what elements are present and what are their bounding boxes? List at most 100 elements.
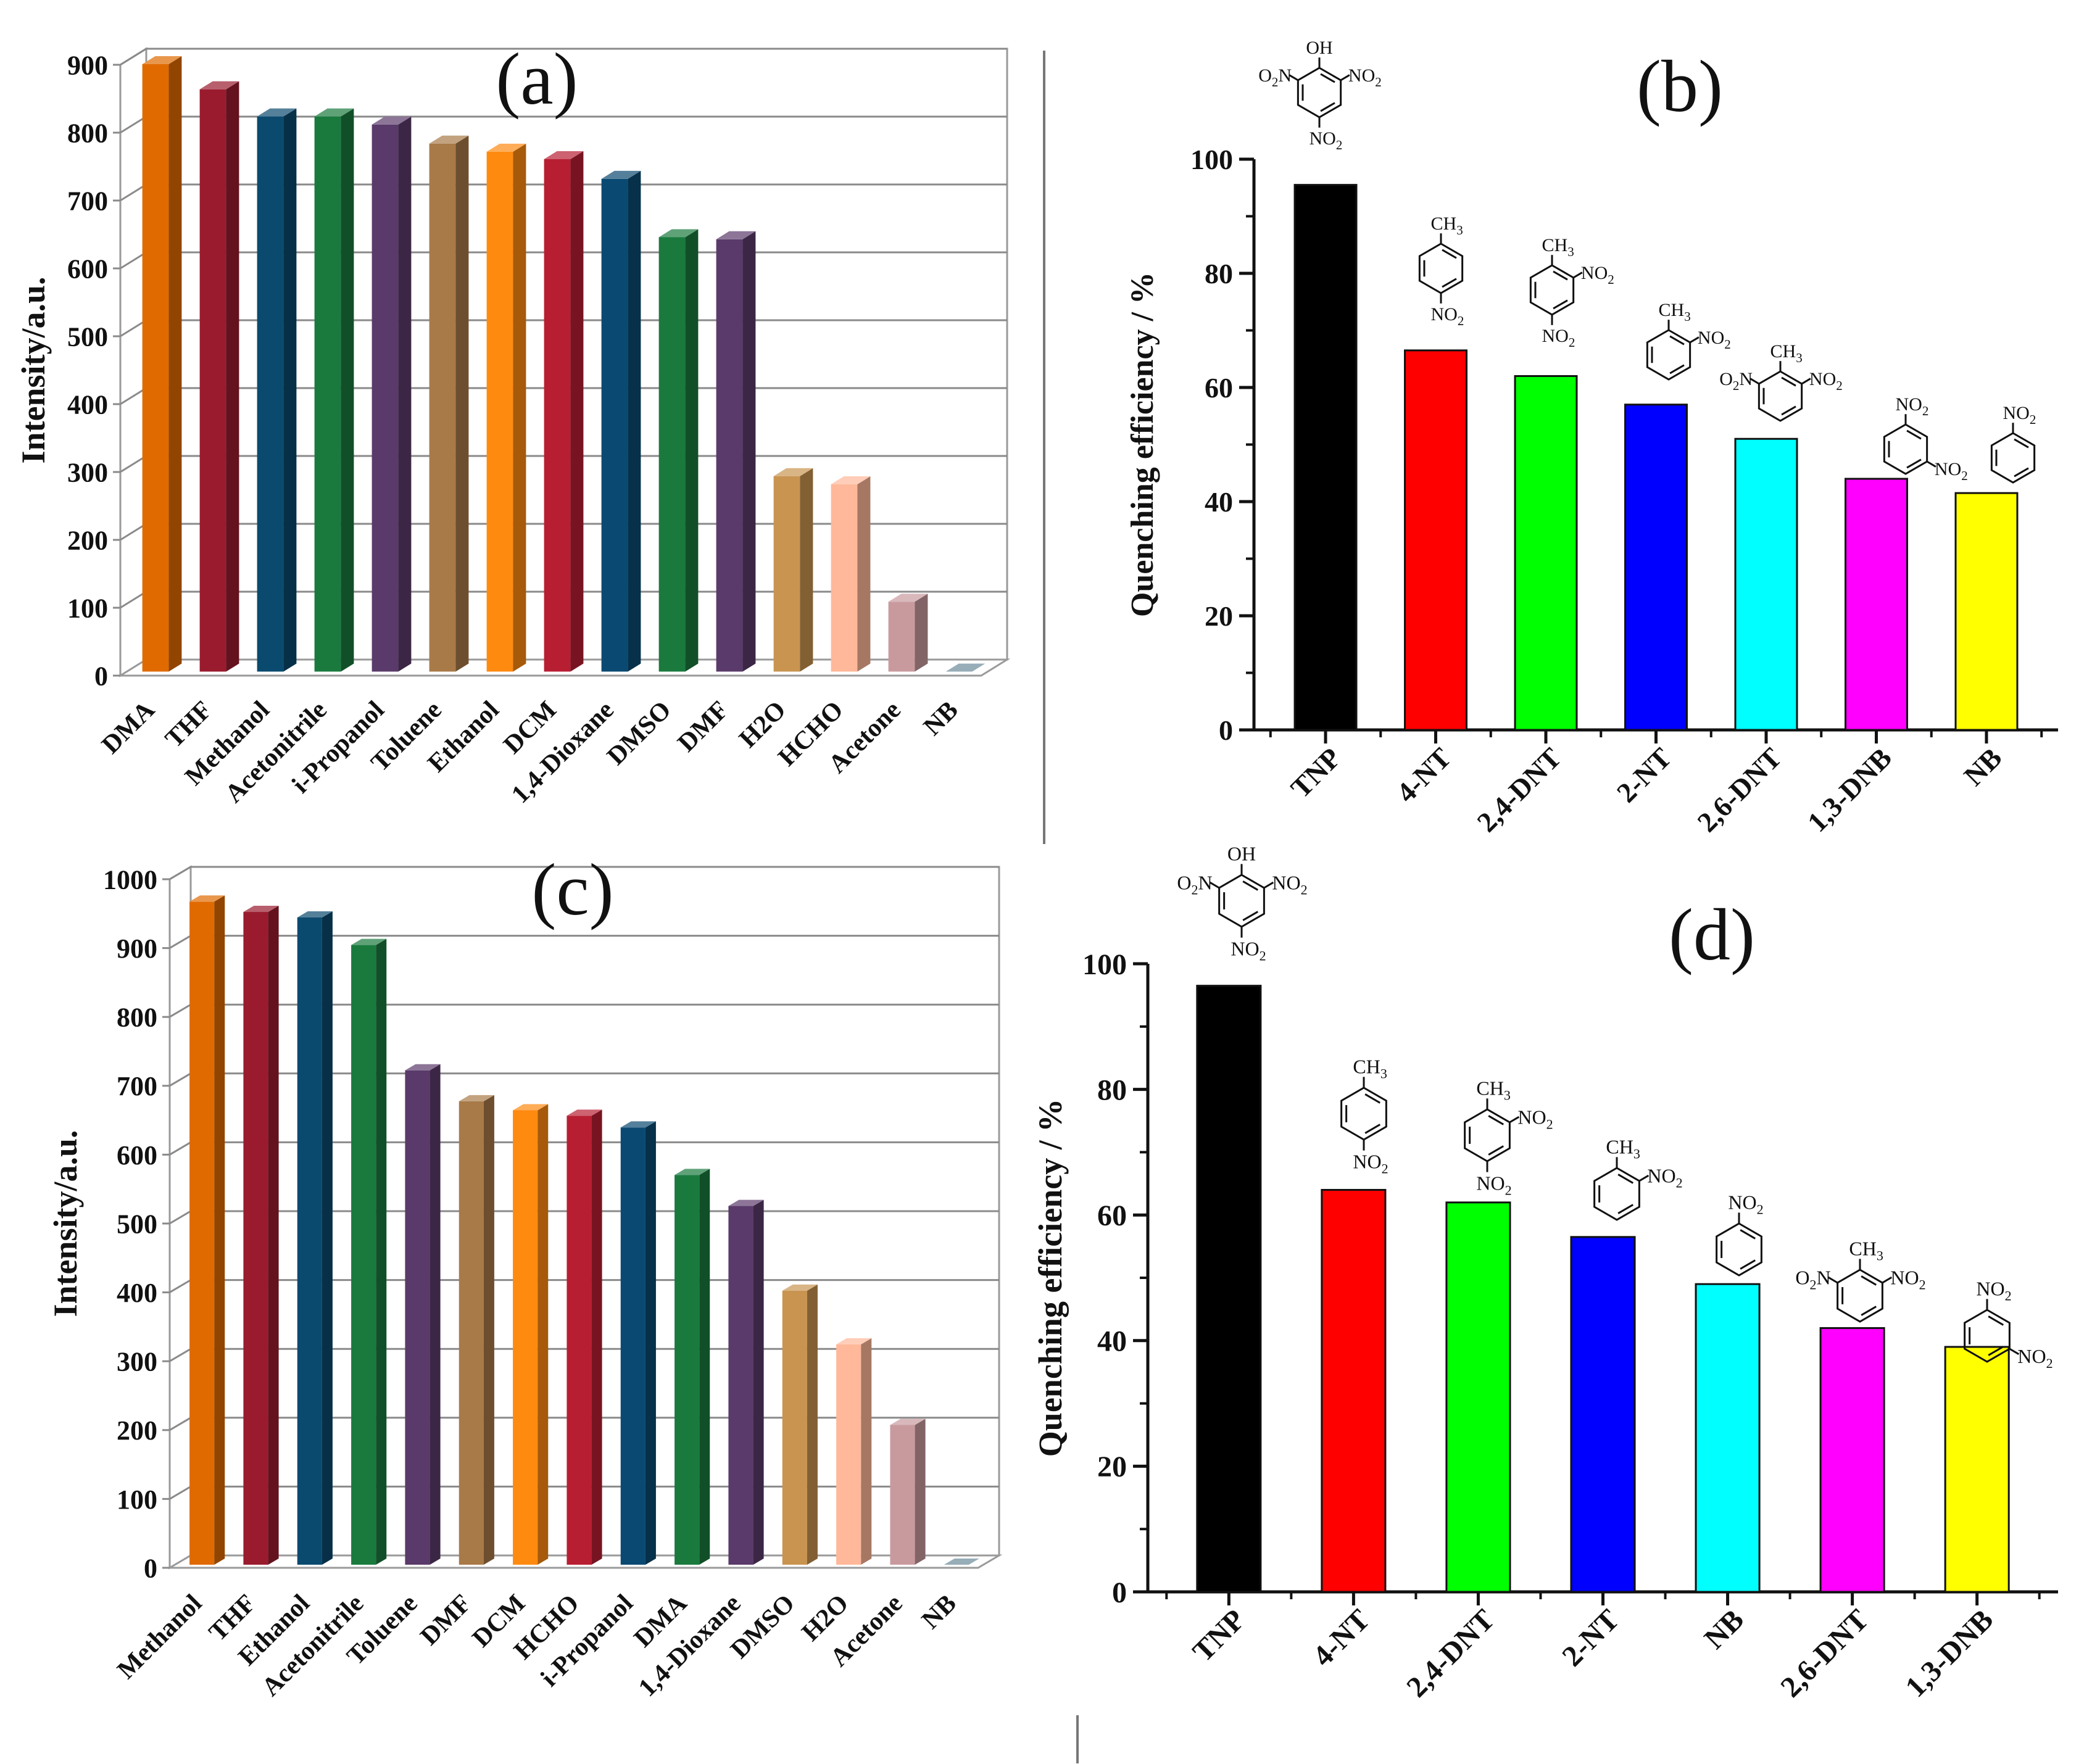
structure-2,6-DNT-o2n-part-2: N bbox=[1739, 369, 1753, 389]
bar-top-5 bbox=[459, 1095, 494, 1101]
structure-TNP-o2n: O2N bbox=[1177, 871, 1212, 897]
structure-NB-ring-hexagon bbox=[1990, 432, 2036, 484]
structure-NB-ring-double-bond-0 bbox=[2014, 438, 2029, 449]
structure-2-NT-ch3-part-0: CH bbox=[1659, 300, 1685, 320]
structure-TNP-no2-right-part-0: NO bbox=[1348, 65, 1375, 86]
structure-2,6-DNT-ch3-part-0: CH bbox=[1770, 341, 1796, 362]
bar-top-9 bbox=[675, 1169, 710, 1175]
bar-front-5 bbox=[459, 1101, 484, 1565]
bar-front-1 bbox=[199, 89, 226, 672]
bar-2 bbox=[297, 911, 333, 1565]
bar-top-12 bbox=[831, 476, 871, 484]
bar-12 bbox=[836, 1338, 872, 1565]
bar-5 bbox=[429, 135, 469, 672]
bar-front-4 bbox=[371, 124, 399, 672]
bar-front-4 bbox=[405, 1070, 430, 1565]
bar-front-3 bbox=[351, 945, 376, 1565]
structure-2,6-DNT-ch3-part-1: 3 bbox=[1796, 350, 1803, 365]
structure-NB-no2: NO2 bbox=[1728, 1191, 1763, 1217]
structure-NB-no2: NO2 bbox=[2003, 403, 2036, 427]
structure-2,6-DNT-ring-double-bond-1 bbox=[1861, 1306, 1877, 1316]
bar-6 bbox=[513, 1104, 549, 1565]
structure-4-NT-no2-part-0: NO bbox=[1431, 304, 1458, 325]
structure-2,4-DNT-bond-no2-right bbox=[1572, 271, 1583, 279]
bar-13 bbox=[890, 1418, 926, 1565]
bar-top-12 bbox=[836, 1338, 872, 1344]
bar-top-8 bbox=[601, 170, 641, 179]
bar-front-12 bbox=[836, 1344, 861, 1565]
structure-2-NT-no2-part-0: NO bbox=[1698, 328, 1724, 348]
structure-TNP-o2n-part-1: 2 bbox=[1192, 882, 1198, 897]
structure-2-NT-bond-no2 bbox=[1689, 336, 1700, 344]
structure-4-NT-ring-double-bond-0 bbox=[1442, 249, 1457, 259]
y-tick-label: 100 bbox=[1190, 144, 1233, 175]
bar-front-11 bbox=[782, 1290, 807, 1565]
bar-2 bbox=[1445, 1201, 1511, 1593]
bar-front-7 bbox=[544, 159, 571, 672]
structure-NB-ring-hexagon bbox=[1716, 1222, 1762, 1277]
structure-2-NT-ring-double-bond-1 bbox=[1669, 364, 1685, 375]
structure-4-NT: CH3 NO2 bbox=[1418, 213, 1464, 328]
structure-4-NT-no2-part-1: 2 bbox=[1458, 313, 1464, 328]
y-tick-label: 800 bbox=[117, 1003, 157, 1033]
y-tick-label: 0 bbox=[144, 1553, 157, 1583]
structure-2,6-DNT-ch3-part-0: CH bbox=[1849, 1237, 1876, 1259]
y-tick-label: 600 bbox=[67, 254, 108, 284]
structure-1,3-DNB-bond-no2-right bbox=[2009, 1348, 2020, 1356]
structure-TNP-no2-right: NO2 bbox=[1272, 871, 1307, 897]
y-tick-label: 20 bbox=[1205, 600, 1233, 632]
bar-top-14 bbox=[945, 663, 986, 672]
bar-top-5 bbox=[429, 135, 469, 144]
bar-11 bbox=[782, 1284, 818, 1565]
structure-1,3-DNB-ring-hexagon bbox=[1883, 423, 1928, 475]
y-tick-label: 100 bbox=[67, 593, 108, 623]
y-axis-title: Intensity/a.u. bbox=[15, 276, 52, 463]
bar-top-2 bbox=[257, 108, 297, 117]
structure-NB: NO2 bbox=[1716, 1191, 1764, 1277]
structure-4-NT-no2: NO2 bbox=[1431, 304, 1464, 328]
structure-2,4-DNT-ch3-part-0: CH bbox=[1542, 235, 1568, 255]
structure-NB-ring-double-bond-1 bbox=[1740, 1259, 1756, 1270]
structure-2-NT-no2: NO2 bbox=[1698, 328, 1731, 352]
bar-1 bbox=[1321, 1188, 1387, 1593]
bar-side-11 bbox=[800, 468, 813, 672]
bar-side-5 bbox=[455, 135, 469, 672]
bar-front-8 bbox=[620, 1127, 645, 1565]
structure-TNP-no2-right-part-0: NO bbox=[1272, 871, 1300, 893]
y-tick-label: 100 bbox=[117, 1484, 157, 1515]
structure-4-NT-ring-double-bond-1 bbox=[1442, 278, 1457, 288]
panel-c-chart: 0 100 200 300 400 500 600 700 800 900 1000 Intensit… bbox=[47, 848, 1003, 1702]
gridline bbox=[169, 866, 999, 880]
structure-2,6-DNT-ch3: CH3 bbox=[1849, 1237, 1883, 1263]
bar-side-13 bbox=[915, 1418, 926, 1565]
structure-NB: NO2 bbox=[1990, 403, 2036, 484]
bar-top-0 bbox=[189, 895, 225, 902]
structure-2-NT-no2-part-0: NO bbox=[1647, 1164, 1675, 1186]
bar-4 bbox=[1734, 437, 1798, 731]
structure-TNP-no2-bottom: NO2 bbox=[1231, 937, 1266, 963]
bar-2 bbox=[1514, 375, 1578, 731]
bar-top-3 bbox=[314, 108, 354, 117]
y-tick-label: 0 bbox=[1219, 714, 1233, 746]
structure-NB-no2-part-1: 2 bbox=[1757, 1201, 1764, 1217]
structure-TNP-oh: OH bbox=[1227, 842, 1256, 864]
bar-9 bbox=[675, 1169, 710, 1565]
bar-0 bbox=[142, 56, 182, 672]
bar-side-8 bbox=[645, 1121, 656, 1565]
structure-1,3-DNB-ring-hexagon bbox=[1964, 1309, 2011, 1363]
structure-TNP-no2-bottom-part-1: 2 bbox=[1336, 138, 1343, 152]
panel-label: (d) bbox=[1669, 893, 1755, 975]
structure-2,4-DNT-ring-double-bond-0 bbox=[1488, 1115, 1504, 1125]
bar-top-11 bbox=[782, 1284, 818, 1291]
bar-side-1 bbox=[268, 906, 279, 1565]
bar-top-11 bbox=[773, 468, 813, 476]
structure-2,6-DNT-o2n-part-1: 2 bbox=[1733, 378, 1740, 393]
structure-1,3-DNB-no2-top-part-0: NO bbox=[1896, 394, 1922, 415]
structure-TNP-o2n-part-2: N bbox=[1278, 65, 1292, 86]
structure-2-NT-ch3-part-0: CH bbox=[1606, 1135, 1633, 1157]
structure-1,3-DNB-no2-right-part-0: NO bbox=[1935, 459, 1961, 479]
bar-top-6 bbox=[486, 143, 526, 152]
